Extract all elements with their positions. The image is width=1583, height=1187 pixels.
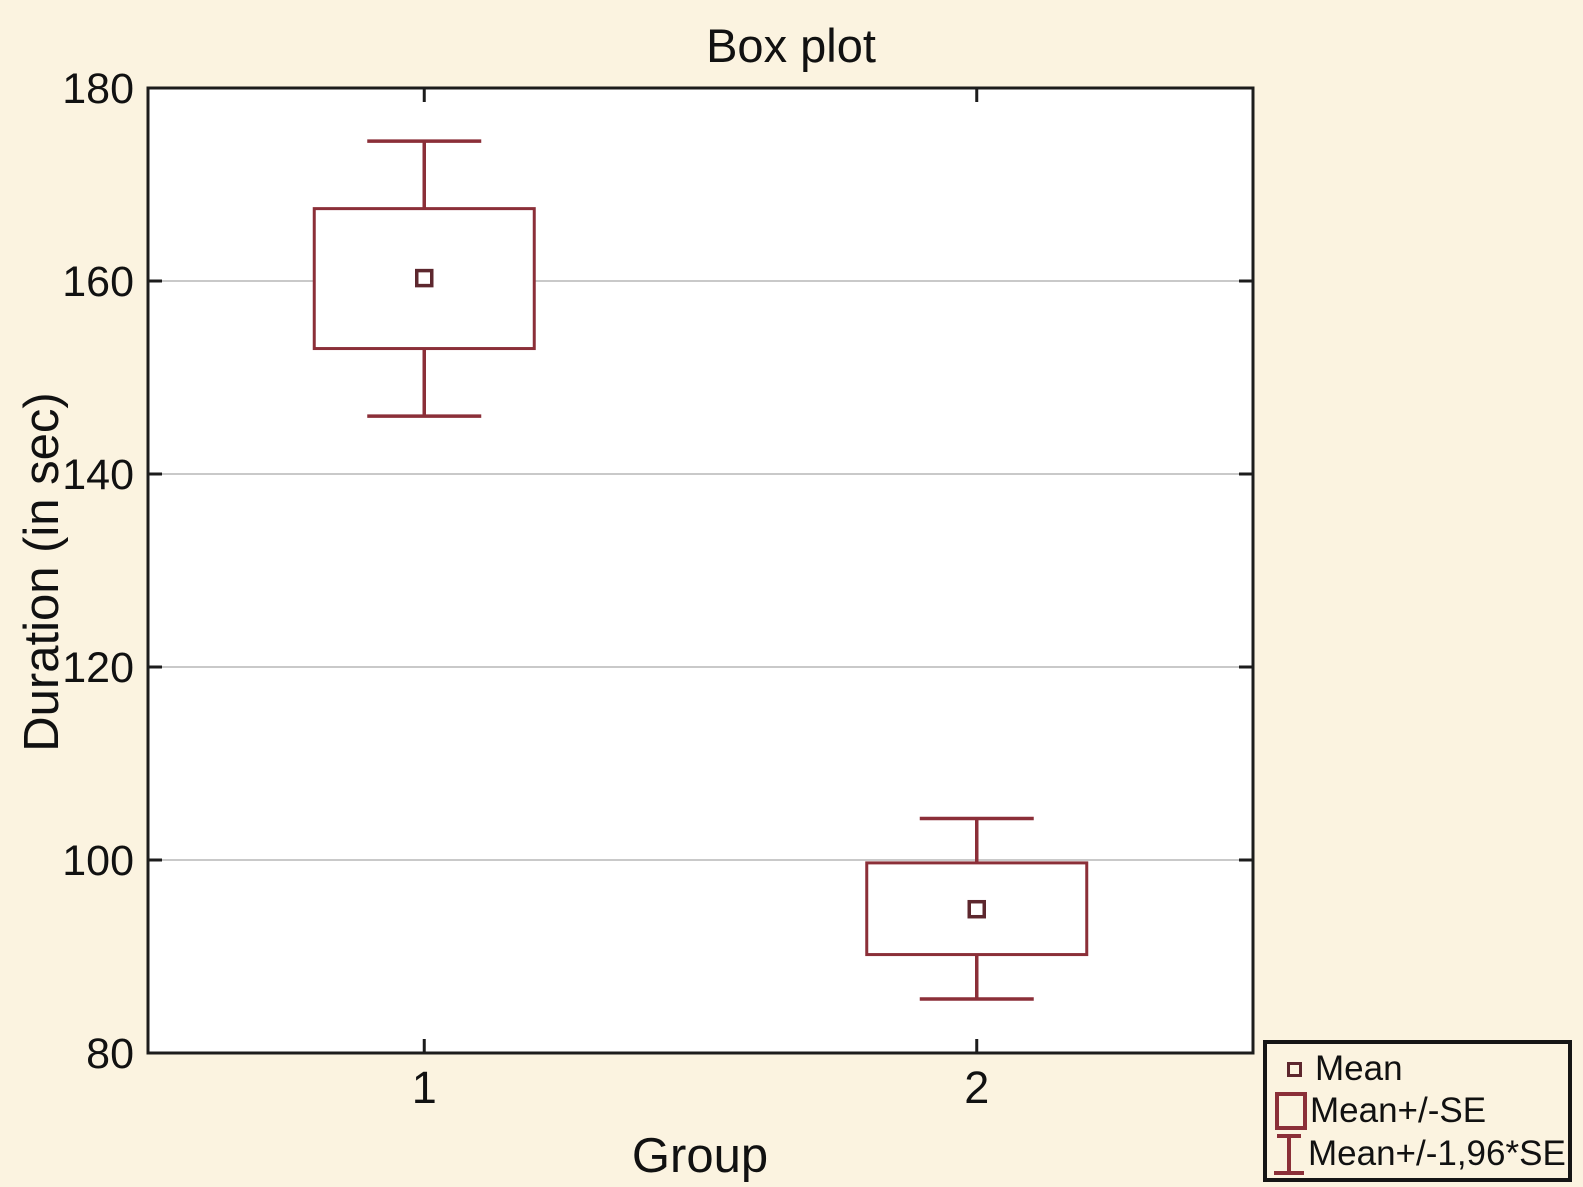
legend-label-ci: Mean+/-1,96*SE bbox=[1308, 1134, 1566, 1173]
legend-item-mean: Mean bbox=[1269, 1048, 1564, 1090]
y-tick-label: 100 bbox=[62, 837, 134, 885]
legend-item-se: Mean+/-SE bbox=[1269, 1090, 1564, 1132]
legend: Mean Mean+/-SE Mean+/-1,96*SE bbox=[1263, 1040, 1572, 1182]
mean-marker-icon bbox=[1287, 1061, 1302, 1077]
y-tick-label: 140 bbox=[62, 451, 134, 499]
x-axis-title: Group bbox=[631, 1129, 769, 1183]
mean-marker bbox=[967, 899, 986, 919]
legend-item-ci: Mean+/-1,96*SE bbox=[1269, 1132, 1566, 1176]
ci-whisker-icon bbox=[1274, 1134, 1304, 1175]
se-box bbox=[865, 861, 1089, 957]
x-tick-label: 2 bbox=[964, 1062, 989, 1113]
se-box-icon bbox=[1275, 1092, 1307, 1130]
x-tick-label: 1 bbox=[412, 1062, 437, 1113]
legend-label-se: Mean+/-SE bbox=[1310, 1091, 1487, 1130]
y-tick-label: 180 bbox=[62, 65, 134, 113]
mean-marker bbox=[415, 268, 434, 288]
chart-title: Box plot bbox=[706, 19, 876, 72]
y-tick-label: 120 bbox=[62, 644, 134, 692]
y-tick-label: 80 bbox=[86, 1030, 134, 1078]
y-tick-label: 160 bbox=[62, 258, 134, 306]
se-box bbox=[312, 207, 536, 351]
legend-label-mean: Mean bbox=[1315, 1049, 1403, 1088]
